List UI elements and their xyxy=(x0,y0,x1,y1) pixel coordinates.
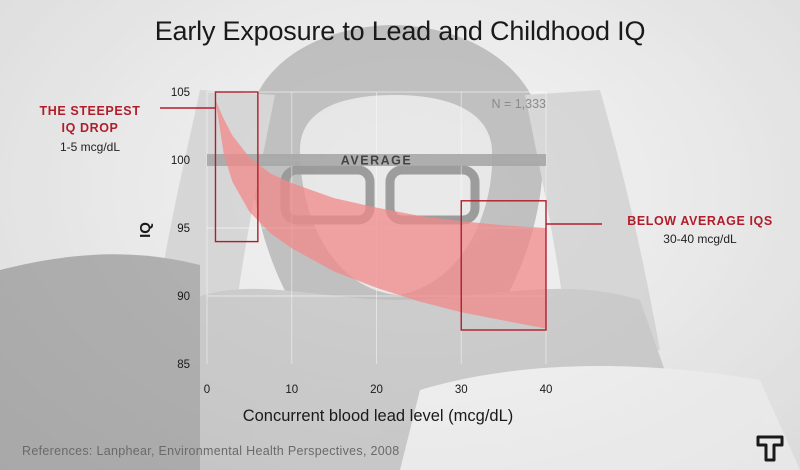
highlight-boxes xyxy=(214,91,547,331)
left-annotation-heading: THE STEEPEST IQ DROP xyxy=(30,103,150,137)
average-band xyxy=(207,154,546,166)
iq-band-group xyxy=(215,100,546,329)
highlight-box-below-average xyxy=(460,200,547,331)
average-label: AVERAGE xyxy=(341,154,412,168)
left-annotation-line1: THE STEEPEST xyxy=(39,104,141,118)
y-tick-label: 105 xyxy=(171,87,190,99)
x-tick-label: 30 xyxy=(455,384,468,396)
average-band-group: AVERAGE xyxy=(207,154,546,168)
x-tick-label: 0 xyxy=(204,384,210,396)
y-axis-ticks: 85 90 95 100 105 xyxy=(171,87,190,371)
right-annotation-range: 30-40 mcg/dL xyxy=(663,232,737,246)
background-landscape xyxy=(0,254,200,470)
x-axis-label: Concurrent blood lead level (mcg/dL) xyxy=(243,407,514,425)
right-annotation-heading: BELOW AVERAGE IQS xyxy=(627,214,773,228)
x-axis-ticks: 0 10 20 30 40 xyxy=(204,384,553,396)
left-annotation-range: 1-5 mcg/dL xyxy=(59,140,121,154)
y-tick-label: 100 xyxy=(171,155,190,167)
y-axis-label: IQ xyxy=(137,222,154,238)
y-tick-label: 95 xyxy=(177,223,190,235)
sample-size-note: N = 1,333 xyxy=(491,97,546,111)
y-tick-label: 90 xyxy=(177,291,190,303)
x-tick-label: 20 xyxy=(370,384,383,396)
x-tick-label: 10 xyxy=(285,384,298,396)
open-book xyxy=(400,366,800,470)
brand-t-logo-icon xyxy=(756,435,784,462)
y-tick-label: 85 xyxy=(177,359,190,371)
iq-band-area xyxy=(215,100,546,329)
x-tick-label: 40 xyxy=(540,384,553,396)
reference-text: References: Lanphear, Environmental Heal… xyxy=(22,444,400,458)
highlight-box-steepest-drop xyxy=(214,91,259,243)
left-annotation-line2: IQ DROP xyxy=(61,121,119,135)
right-arm xyxy=(525,90,660,360)
chart-title: Early Exposure to Lead and Childhood IQ xyxy=(154,16,646,46)
